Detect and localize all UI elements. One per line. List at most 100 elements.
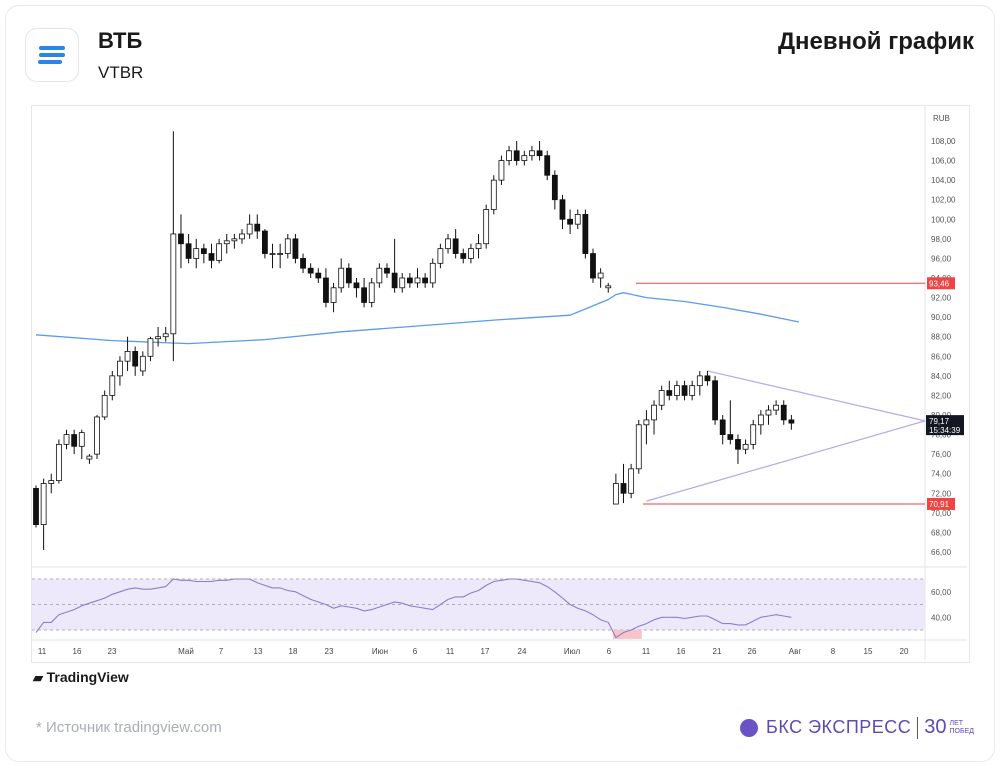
candle-body [406,277,413,284]
logo-stripe [39,53,65,57]
candle-body [261,230,268,254]
candle-body [345,267,352,284]
candle-body [48,480,55,484]
rsi-tick-label: 40,00 [931,613,952,622]
time-tick-label: 8 [831,647,836,656]
price-tick-label: 86,00 [931,352,952,361]
candle-body [498,160,505,181]
candle-body [445,238,451,250]
triangle-upper-line [707,370,926,422]
candle-body [200,248,207,254]
candle-body [323,277,329,303]
candle-body [635,424,642,470]
logo-stripe [39,46,65,50]
candle-body [719,419,726,435]
candle-body [368,282,375,303]
triangle-lower-line [646,420,926,502]
candle-body [681,385,688,396]
level-price-badge [927,497,955,510]
candle-body [330,287,337,303]
price-tick-label: 82,00 [931,391,952,400]
candle-body [139,355,146,372]
rsi-line [35,578,792,639]
candle-body [574,213,581,225]
candle-body [452,238,459,254]
candle-body [300,258,306,269]
candle-body [727,434,734,440]
level-price-label: 93,46 [929,279,950,288]
tradingview-icon: ▰ [33,670,47,685]
price-tick-label: 96,00 [931,254,952,263]
candle-body [536,150,543,157]
candle-body [124,350,131,362]
time-tick-label: 11 [38,647,47,656]
rsi-oversold-fill [612,630,642,639]
candle-body [559,199,566,220]
price-tick-label: 100,00 [931,215,956,224]
price-tick-label: 76,00 [931,450,952,459]
candle-body [605,285,612,289]
price-tick-label: 66,00 [931,548,952,557]
candle-body [788,419,795,424]
currency-label: RUB [933,114,950,123]
tradingview-logo[interactable]: ▰ TradingView [33,669,129,686]
brand-divider [917,716,919,739]
candle-body [612,483,619,505]
candle-body [757,414,764,426]
page-title: ВТБ [98,28,143,53]
time-tick-label: 23 [325,647,334,656]
candle-body [712,380,718,421]
candle-body [132,350,139,367]
price-tick-label: 72,00 [931,489,952,498]
candle-body [63,434,70,445]
candle-body [521,155,528,161]
candle-body [78,432,85,447]
candle-body [422,277,429,284]
candle-body [292,238,299,259]
candle-body [399,277,406,289]
candle-body [582,213,589,254]
time-tick-label: Июн [372,647,388,656]
price-tick-label: 98,00 [931,235,952,244]
candle-body [147,338,154,357]
bks-30-text: 30 [924,716,947,738]
candle-body [353,282,360,289]
candle-body [658,390,665,406]
candle-body [437,248,444,264]
candle-body [307,267,314,274]
time-tick-label: 6 [607,647,612,656]
time-tick-label: 21 [713,647,722,656]
time-tick-label: 13 [254,647,263,656]
bks-brand-text: БКС ЭКСПРЕСС [766,717,912,737]
candle-body [513,150,520,161]
candle-body [689,385,696,396]
candle-body [185,243,192,259]
candle-body [86,455,93,460]
time-tick-label: 7 [219,647,224,656]
time-tick-label: 24 [518,647,527,656]
time-tick-label: 18 [289,647,298,656]
time-tick-label: 26 [748,647,757,656]
candle-body [384,267,390,274]
candle-body [628,468,635,494]
candle-body [429,262,436,284]
candle-body [216,243,223,261]
candle-body [391,272,398,289]
candle-body [33,487,39,525]
bks-years-text: ЛЕТ [949,719,964,727]
level-price-badge [927,277,955,290]
price-tick-label: 108,00 [931,137,956,146]
candle-body [643,419,650,426]
candle-body [246,223,253,235]
time-tick-label: 11 [446,647,455,656]
source-note: * Источник tradingview.com [36,719,222,736]
candle-body [55,443,62,481]
candle-body [269,253,276,255]
candle-body [315,272,322,279]
time-tick-label: 20 [900,647,909,656]
candle-body [597,272,604,279]
candle-body [170,233,177,335]
candle-body [254,223,261,232]
candle-body [117,360,123,377]
